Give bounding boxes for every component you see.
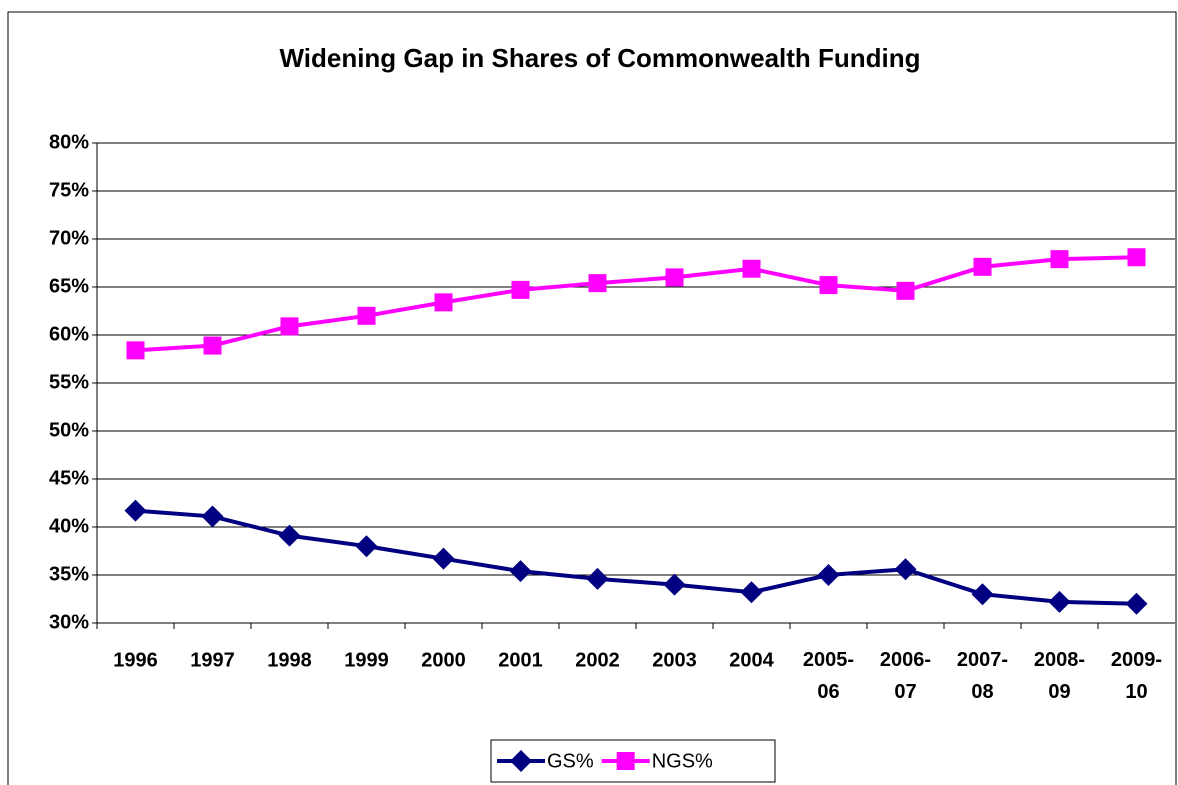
marker xyxy=(511,280,530,299)
chart-frame xyxy=(7,11,1177,785)
y-tick-label: 35% xyxy=(49,563,89,585)
x-tick-label: 2004 xyxy=(729,649,774,671)
x-tick-label: 2009-10 xyxy=(1111,649,1162,703)
y-tick-label: 70% xyxy=(49,227,89,249)
marker xyxy=(894,558,917,581)
marker xyxy=(971,583,994,606)
x-tick-label: 2007-08 xyxy=(957,649,1008,703)
y-tick-label: 60% xyxy=(49,323,89,345)
marker xyxy=(1127,248,1146,267)
marker xyxy=(355,535,378,558)
series-line xyxy=(135,255,1137,353)
marker xyxy=(201,505,224,528)
marker xyxy=(588,274,607,293)
marker xyxy=(1125,592,1148,615)
marker xyxy=(280,317,299,336)
series-line xyxy=(135,508,1137,606)
marker xyxy=(124,499,147,522)
x-tick-label: 2006-07 xyxy=(880,649,931,703)
y-tick-label: 55% xyxy=(49,371,89,393)
marker xyxy=(278,524,301,547)
marker xyxy=(434,293,453,312)
marker xyxy=(819,276,838,295)
marker xyxy=(742,259,761,278)
marker xyxy=(432,547,455,570)
marker xyxy=(1048,590,1071,613)
legend-label: GS% xyxy=(547,750,594,772)
marker xyxy=(663,573,686,596)
marker xyxy=(509,560,532,583)
marker xyxy=(586,567,609,590)
x-tick-label: 2003 xyxy=(652,649,697,671)
y-tick-label: 30% xyxy=(49,611,89,633)
legend: GS% NGS% xyxy=(490,739,776,783)
x-tick-label: 1998 xyxy=(267,649,312,671)
x-tick-label: 2000 xyxy=(421,649,466,671)
y-tick-label: 80% xyxy=(49,131,89,153)
legend-label: NGS% xyxy=(652,750,713,772)
y-tick-label: 45% xyxy=(49,467,89,489)
marker xyxy=(203,336,222,355)
marker xyxy=(357,306,376,325)
y-tick-label: 75% xyxy=(49,179,89,201)
marker xyxy=(1050,250,1069,269)
x-tick-label: 2008-09 xyxy=(1034,649,1085,703)
x-tick-label: 1999 xyxy=(344,649,389,671)
marker xyxy=(973,257,992,276)
marker xyxy=(817,564,840,586)
x-tick-label: 2001 xyxy=(498,649,543,671)
marker xyxy=(126,341,145,360)
marker xyxy=(616,752,635,770)
x-tick-label: 2005-06 xyxy=(803,649,854,703)
x-tick-label: 1997 xyxy=(190,649,235,671)
y-tick-label: 50% xyxy=(49,419,89,441)
marker xyxy=(740,581,763,604)
y-tick-label: 40% xyxy=(49,515,89,537)
chart-title: Widening Gap in Shares of Commonwealth F… xyxy=(279,43,920,73)
marker xyxy=(510,750,532,772)
marker xyxy=(665,268,684,287)
x-tick-label: 2002 xyxy=(575,649,620,671)
y-tick-label: 65% xyxy=(49,275,89,297)
x-tick-label: 1996 xyxy=(113,649,158,671)
marker xyxy=(896,281,915,300)
